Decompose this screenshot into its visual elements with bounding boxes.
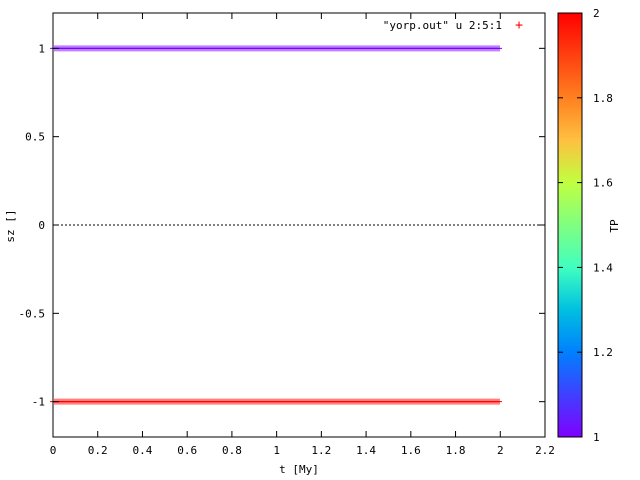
y-tick-label: 1	[38, 42, 45, 55]
data-point	[496, 398, 502, 405]
x-tick-label: 2.2	[535, 444, 555, 457]
x-tick-label: 2	[497, 444, 504, 457]
x-tick-label: 0	[50, 444, 57, 457]
x-tick-label: 0.2	[88, 444, 108, 457]
y-tick-label: 0.5	[25, 131, 45, 144]
colorbar-gradient	[558, 13, 582, 437]
colorbar-tick-label: 2	[593, 7, 600, 20]
colorbar-frame	[557, 12, 583, 438]
x-tick-label: 1.4	[356, 444, 376, 457]
x-tick-label: 0.8	[222, 444, 242, 457]
colorbar-tick-label: 1.2	[593, 346, 613, 359]
legend-symbol: +	[515, 18, 523, 33]
data-point	[496, 45, 502, 52]
y-tick-label: -0.5	[19, 307, 46, 320]
plot-area: 0 0.2 0.4 0.6 0.8 1 1.2 1.4 1.6 1.8 2 2.2 -1 -0.5 0 0.5…	[19, 12, 555, 457]
x-axis-label: t [My]	[279, 463, 319, 476]
x-tick-label: 0.6	[177, 444, 197, 457]
x-tick-label: 1	[273, 444, 280, 457]
y-tick-label: -1	[32, 396, 45, 409]
x-tick-label: 1.8	[446, 444, 466, 457]
legend-label: "yorp.out" u 2:5:1	[383, 19, 502, 32]
colorbar-tick-label: 1	[593, 431, 600, 444]
colorbar-label: TP	[608, 219, 621, 233]
colorbar-tick-label: 1.4	[593, 261, 613, 274]
series-tp-1	[50, 45, 502, 52]
colorbar-tick-label: 1.6	[593, 177, 613, 190]
x-tick-label: 0.4	[133, 444, 153, 457]
colorbar-tick-label: 1.8	[593, 92, 613, 105]
y-tick-label: 0	[38, 219, 45, 232]
x-tick-label: 1.6	[401, 444, 421, 457]
series-tp-2	[50, 398, 502, 405]
y-axis-label: sz []	[4, 209, 17, 242]
x-tick-label: 1.2	[311, 444, 331, 457]
colorbar: 1 1.2 1.4 1.6 1.8 2	[557, 7, 613, 444]
